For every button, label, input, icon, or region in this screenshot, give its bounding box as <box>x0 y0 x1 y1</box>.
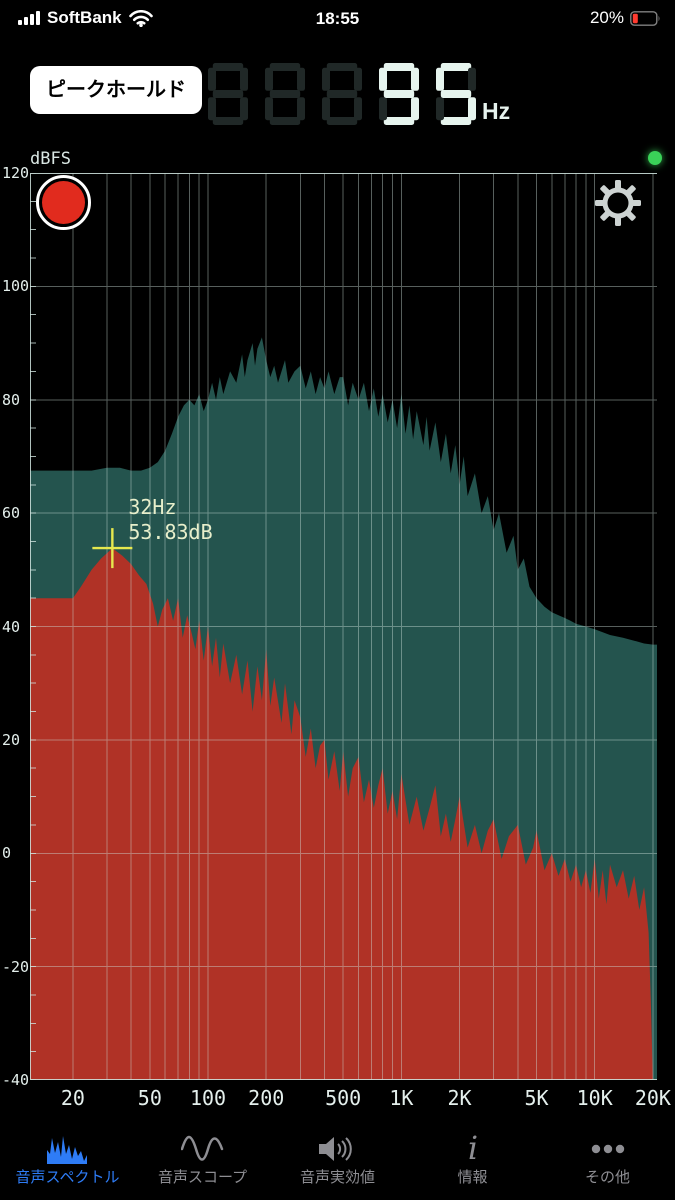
ellipsis-icon <box>591 1144 624 1154</box>
y-tick-label: 60 <box>2 504 21 523</box>
y-tick-label: 80 <box>2 390 21 409</box>
tab-audio-rms[interactable]: 音声実効値 <box>270 1124 405 1200</box>
info-icon: i <box>467 1132 477 1166</box>
cursor-db-label: 53.83dB <box>128 520 212 544</box>
x-tick-label: 1K <box>389 1086 414 1110</box>
tab-label: 情報 <box>457 1169 488 1186</box>
tab-label: 音声スペクトル <box>15 1169 120 1186</box>
x-tick-label: 5K <box>524 1086 549 1110</box>
x-tick-label: 50 <box>137 1086 162 1110</box>
x-tick-label: 20 <box>60 1086 85 1110</box>
y-tick-label: 120 <box>2 164 30 182</box>
chart-grid <box>30 173 657 1080</box>
cursor-frequency-label: 32Hz <box>128 495 176 519</box>
x-tick-label: 500 <box>325 1086 362 1110</box>
battery-percent: 20% <box>589 8 624 27</box>
tab-more[interactable]: その他 <box>540 1124 675 1200</box>
spectrum-icon <box>46 1136 87 1164</box>
signal-bars-icon <box>18 11 40 25</box>
gear-icon[interactable] <box>594 179 642 227</box>
frequency-unit: Hz <box>482 98 511 124</box>
status-time: 18:55 <box>315 9 360 28</box>
chart-border <box>30 173 657 1080</box>
y-tick-label: -20 <box>2 957 30 976</box>
svg-text:i: i <box>467 1132 477 1166</box>
y-axis-title: dBFS <box>30 149 71 169</box>
x-tick-label: 20K <box>634 1086 671 1110</box>
y-tick-label: 40 <box>2 617 21 636</box>
peak-hold-button[interactable]: ピークホールド <box>30 66 202 114</box>
tab-bar: 音声スペクトル 音声スコープ 音声実効値 i 情報 <box>0 1124 675 1200</box>
x-tick-label: 10K <box>576 1086 613 1110</box>
tab-label: 音声実効値 <box>299 1169 375 1186</box>
status-bar: SoftBank 18:55 20% <box>0 0 675 44</box>
x-tick-label: 200 <box>248 1086 285 1110</box>
tab-label: その他 <box>584 1169 630 1186</box>
y-tick-label: 100 <box>2 277 30 296</box>
tab-info[interactable]: i 情報 <box>405 1124 540 1200</box>
y-tick-label: 0 <box>2 844 12 863</box>
tab-audio-spectrum[interactable]: 音声スペクトル <box>0 1124 135 1200</box>
tab-audio-scope[interactable]: 音声スコープ <box>135 1124 270 1200</box>
record-button[interactable] <box>36 175 91 230</box>
seven-segment-digits <box>208 63 476 125</box>
carrier-label: SoftBank <box>47 8 122 27</box>
record-button-fill <box>42 181 85 224</box>
current-spectrum-area <box>30 548 657 1080</box>
y-tick-label: -40 <box>2 1071 30 1089</box>
x-tick-label: 100 <box>189 1086 227 1110</box>
x-tick-label: 2K <box>447 1086 472 1110</box>
scope-icon <box>180 1135 223 1161</box>
frequency-display: Hz <box>208 63 538 127</box>
speaker-icon <box>318 1137 352 1161</box>
wifi-icon <box>128 9 153 27</box>
battery-icon <box>630 10 660 26</box>
tab-label: 音声スコープ <box>157 1169 248 1186</box>
y-tick-label: 20 <box>2 730 21 749</box>
live-indicator-dot <box>648 151 662 165</box>
